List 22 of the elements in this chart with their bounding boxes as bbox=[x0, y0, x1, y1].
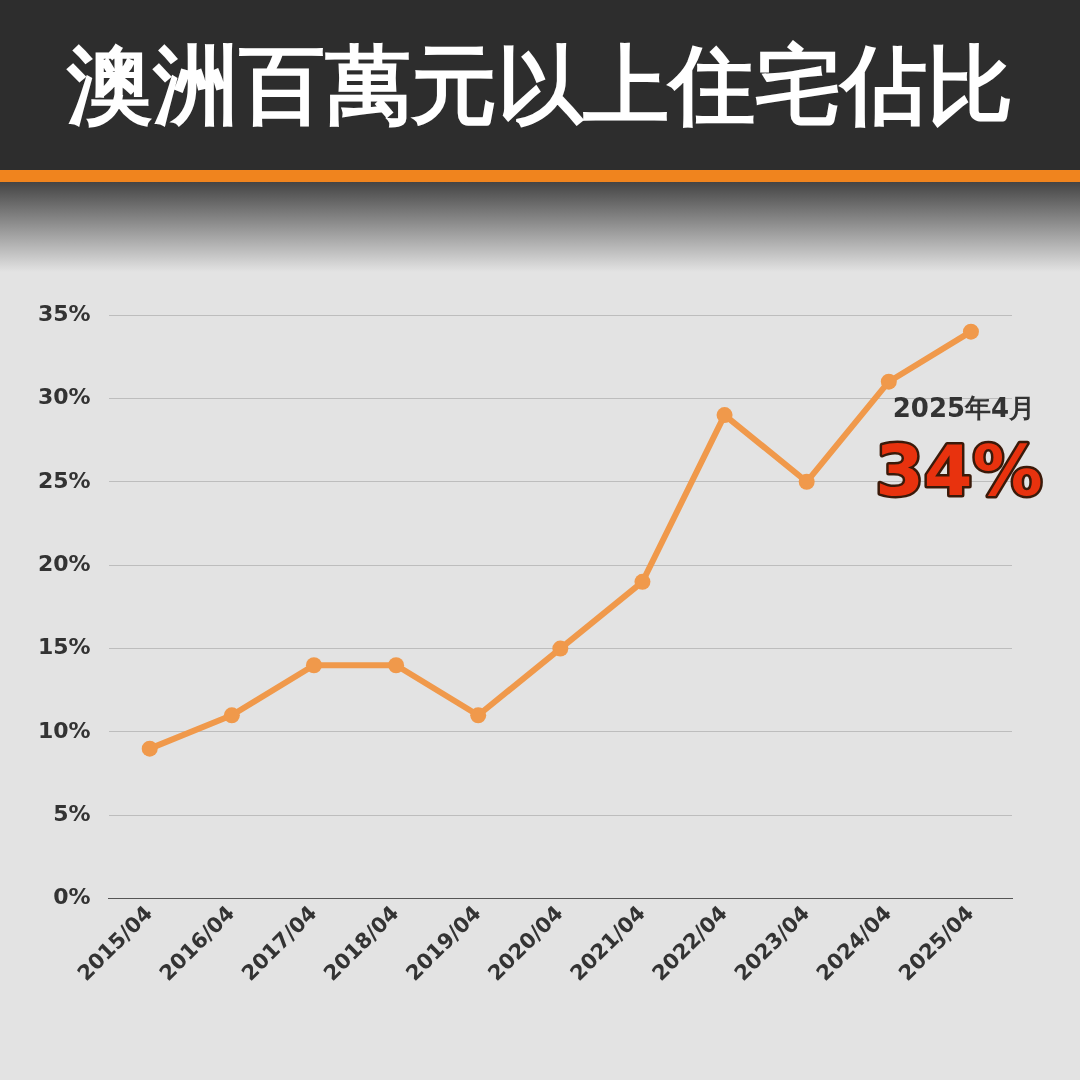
point bbox=[962, 323, 979, 340]
y-tick-label: 25% bbox=[37, 467, 91, 493]
y-tick-label: 0% bbox=[53, 884, 91, 910]
point bbox=[552, 640, 569, 657]
y-tick-label: 5% bbox=[53, 801, 91, 827]
point bbox=[798, 473, 815, 490]
point bbox=[305, 657, 322, 674]
y-tick-label: 35% bbox=[37, 300, 91, 326]
point bbox=[223, 707, 240, 724]
annotation: 2025年4月 bbox=[892, 392, 1036, 423]
point bbox=[716, 407, 733, 424]
point bbox=[141, 740, 158, 757]
point bbox=[388, 657, 405, 674]
y-tick-label: 10% bbox=[37, 717, 91, 743]
chart-title: 澳洲百萬元以上住宅佔比 bbox=[0, 0, 1080, 182]
annotation: 34% bbox=[875, 429, 1043, 512]
y-tick-label: 20% bbox=[37, 550, 91, 576]
y-tick-label: 30% bbox=[37, 384, 91, 410]
y-tick-label: 15% bbox=[37, 634, 91, 660]
point bbox=[470, 707, 487, 724]
point bbox=[634, 573, 651, 590]
point bbox=[880, 373, 897, 390]
